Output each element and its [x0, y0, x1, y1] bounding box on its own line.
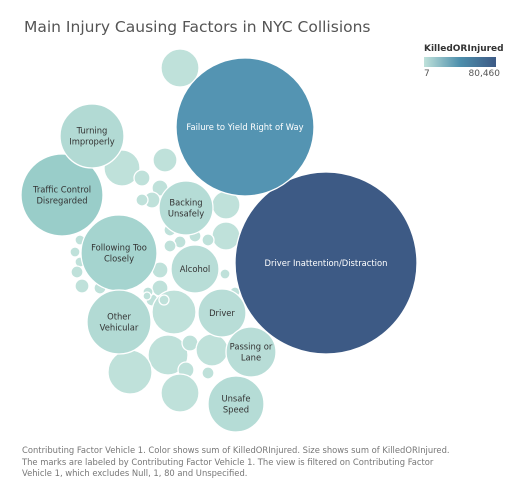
chart-caption: Contributing Factor Vehicle 1. Color sho…	[22, 445, 502, 480]
bubble-unlabeled-24[interactable]	[70, 265, 84, 279]
bubble-label-turning-improperly-line-1: Turning	[76, 126, 108, 136]
bubble-unlabeled-1[interactable]	[160, 48, 200, 88]
bubble-unlabeled-33[interactable]	[158, 294, 170, 306]
caption-line-2: The marks are labeled by Contributing Fa…	[22, 456, 434, 467]
bubble-label-unsafe-speed-line-1: Unsafe	[221, 394, 250, 404]
bubble-label-other-vehicular-line-2: Vehicular	[100, 323, 139, 333]
bubble-driver[interactable]	[197, 288, 247, 338]
bubble-unlabeled-28[interactable]	[195, 333, 229, 367]
bubble-unlabeled-13[interactable]	[201, 233, 215, 247]
bubble-label-driver: Driver	[209, 308, 235, 318]
legend-min-label: 7	[424, 69, 430, 79]
bubble-traffic-control-disregarded[interactable]	[20, 153, 104, 237]
bubble-unlabeled-18[interactable]	[151, 289, 197, 335]
bubble-backing-unsafely[interactable]	[158, 180, 214, 236]
bubble-label-failure-to-yield-right-of-way: Failure to Yield Right of Way	[186, 122, 303, 132]
bubble-unlabeled-32[interactable]	[142, 291, 152, 301]
bubble-unlabeled-9[interactable]	[211, 221, 241, 251]
legend-max-label: 80,460	[468, 69, 501, 79]
bubble-label-other-vehicular-line-1: Other	[107, 312, 131, 322]
bubble-alcohol[interactable]	[170, 244, 220, 294]
bubble-unsafe-speed[interactable]	[207, 375, 265, 433]
bubble-label-following-too-closely-line-2: Closely	[104, 254, 134, 264]
legend-title: KilledORInjured	[424, 44, 504, 54]
bubble-unlabeled-7[interactable]	[135, 193, 149, 207]
legend-color-ramp	[424, 57, 496, 67]
color-legend: KilledORInjured 7 80,460	[424, 44, 504, 81]
bubble-label-traffic-control-disregarded-line-2: Disregarded	[36, 196, 87, 206]
bubble-label-passing-or-lane-line-2: Lane	[241, 353, 261, 363]
bubble-label-backing-unsafely-line-1: Backing	[169, 198, 202, 208]
bubble-unlabeled-35[interactable]	[74, 278, 90, 294]
bubble-turning-improperly[interactable]	[59, 103, 125, 169]
bubble-unlabeled-29[interactable]	[107, 349, 153, 395]
bubble-unlabeled-20[interactable]	[219, 268, 231, 280]
caption-line-3: Vehicle 1, which excludes Null, 1, 80 an…	[22, 468, 248, 478]
bubble-label-passing-or-lane-line-1: Passing or	[230, 342, 273, 352]
bubble-passing-or-lane[interactable]	[225, 326, 277, 378]
bubble-unlabeled-30[interactable]	[160, 373, 200, 413]
bubble-label-driver-inattention-distraction: Driver Inattention/Distraction	[265, 258, 388, 268]
bubble-label-backing-unsafely-line-2: Unsafely	[168, 209, 204, 219]
bubble-unlabeled-5[interactable]	[133, 169, 151, 187]
bubble-other-vehicular[interactable]	[86, 289, 152, 355]
bubble-failure-to-yield-right-of-way[interactable]	[175, 57, 315, 197]
bubble-unlabeled-12[interactable]	[163, 239, 177, 253]
bubble-unlabeled-2[interactable]	[152, 147, 178, 173]
bubble-label-following-too-closely-line-1: Following Too	[91, 243, 147, 253]
bubble-label-traffic-control-disregarded-line-1: Traffic Control	[32, 185, 91, 195]
bubble-unlabeled-25[interactable]	[147, 334, 189, 376]
caption-line-1: Contributing Factor Vehicle 1. Color sho…	[22, 445, 450, 455]
bubble-unlabeled-22[interactable]	[69, 246, 81, 258]
bubble-label-alcohol: Alcohol	[180, 264, 211, 274]
bubble-label-unsafe-speed-line-2: Speed	[223, 405, 249, 415]
bubble-unlabeled-31[interactable]	[201, 366, 215, 380]
bubble-driver-inattention-distraction[interactable]	[234, 171, 418, 355]
chart-title: Main Injury Causing Factors in NYC Colli…	[24, 18, 371, 36]
bubble-label-turning-improperly-line-2: Improperly	[69, 137, 115, 147]
